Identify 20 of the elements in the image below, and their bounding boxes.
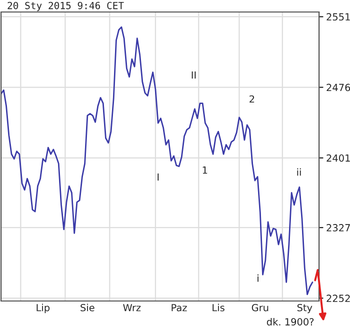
annotation: 2 bbox=[250, 95, 254, 103]
x-tick-label: Wrz bbox=[123, 304, 141, 312]
y-tick-label: 2327 bbox=[326, 224, 350, 232]
x-tick-label: Gru bbox=[252, 304, 268, 312]
y-tick-label: 2252 bbox=[326, 294, 350, 302]
annotation: 1 bbox=[202, 166, 208, 174]
x-tick-label: Sty bbox=[297, 304, 312, 314]
annotation: II bbox=[192, 71, 196, 79]
x-tick-label: Lis bbox=[212, 304, 224, 312]
y-tick-label: 2476 bbox=[326, 84, 350, 92]
y-tick-label: 2401 bbox=[326, 154, 350, 162]
x-tick-label: Sie bbox=[80, 304, 94, 312]
chart-title: 20 Sty 2015 9:46 CET bbox=[8, 2, 124, 12]
x-tick-label: Lip bbox=[36, 304, 50, 314]
line-series bbox=[1, 26, 314, 296]
text: dk. 1900? bbox=[266, 318, 314, 326]
annotation: ii bbox=[297, 168, 301, 176]
x-tick-label: Paz bbox=[172, 304, 187, 312]
y-tick-label: 2551 bbox=[326, 13, 350, 21]
annotation: I bbox=[158, 173, 159, 181]
